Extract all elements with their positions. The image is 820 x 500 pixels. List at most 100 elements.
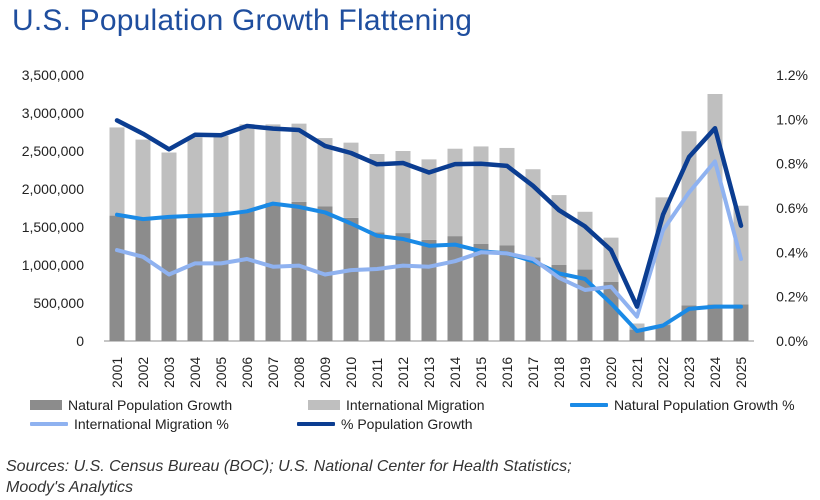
x-tick-label: 2001: [109, 357, 125, 388]
bar-natural-population-growth-2006: [239, 210, 255, 341]
source-line-2: Moody's Analytics: [6, 479, 133, 496]
bars: [109, 94, 749, 341]
bar-international-migration-2001: [109, 127, 125, 216]
bar-natural-population-growth-2025: [733, 304, 749, 341]
bar-natural-population-growth-2005: [213, 215, 229, 341]
bar-natural-population-growth-2012: [395, 233, 411, 341]
line--population-growth: [114, 118, 744, 309]
x-tick-label: 2003: [161, 357, 177, 388]
bar-international-migration-2010: [343, 142, 359, 218]
bar-international-migration-2015: [473, 146, 489, 244]
source-line-1: Sources: U.S. Census Bureau (BOC); U.S. …: [6, 458, 572, 475]
legend: Natural Population Growth International M…: [30, 397, 820, 437]
legend-swatch: [570, 403, 608, 407]
bar-international-migration-2005: [213, 135, 229, 216]
right-tick-label: 0.0%: [776, 333, 808, 349]
left-tick-label: 1,000,000: [22, 257, 84, 273]
bar-natural-population-growth-2011: [369, 232, 385, 341]
line-natural-population-growth-: [115, 201, 743, 333]
x-tick-label: 2025: [733, 357, 749, 388]
x-tick-label: 2009: [317, 357, 333, 388]
legend-item--population-growth: % Population Growth: [297, 416, 473, 432]
legend-item-international-migration: International Migration: [308, 397, 485, 413]
bar-international-migration-2012: [395, 151, 411, 234]
bar-natural-population-growth-2021: [629, 329, 645, 341]
left-axis-ticks: 0 500,000 1,000,000 1,500,000 2,000,000 2,500…: [22, 67, 85, 349]
x-tick-label: 2023: [681, 357, 697, 388]
bar-international-migration-2024: [707, 94, 723, 305]
x-tick-label: 2005: [213, 357, 229, 388]
x-tick-label: 2008: [291, 357, 307, 388]
bar-natural-population-growth-2001: [109, 215, 125, 341]
right-tick-label: 1.0%: [776, 111, 808, 127]
x-tick-label: 2016: [499, 357, 515, 388]
legend-swatch: [30, 400, 62, 410]
bar-natural-population-growth-2015: [473, 243, 489, 341]
bar-international-migration-2004: [187, 137, 203, 217]
x-tick-label: 2021: [629, 357, 645, 388]
bar-natural-population-growth-2008: [291, 201, 307, 341]
legend-swatch: [30, 422, 68, 426]
legend-label: International Migration: [346, 397, 485, 413]
bar-international-migration-2013: [421, 159, 437, 240]
legend-label: Natural Population Growth: [68, 397, 233, 413]
bar-natural-population-growth-2018: [551, 265, 567, 341]
right-axis-ticks: 0.0% 0.2% 0.4% 0.6% 0.8% 1.0% 1.2%: [776, 67, 808, 349]
right-tick-label: 0.6%: [776, 200, 808, 216]
x-tick-label: 2020: [603, 357, 619, 388]
bar-natural-population-growth-2010: [343, 217, 359, 341]
bar-natural-population-growth-2024: [707, 304, 723, 341]
left-tick-label: 2,500,000: [22, 143, 84, 159]
bar-international-migration-2016: [499, 147, 515, 246]
bar-natural-population-growth-2014: [447, 236, 463, 341]
bar-international-migration-2006: [239, 124, 255, 211]
bar-natural-population-growth-2007: [265, 202, 281, 341]
bar-natural-population-growth-2002: [135, 219, 151, 341]
left-tick-label: 0: [76, 333, 84, 349]
x-tick-label: 2012: [395, 357, 411, 388]
x-tick-label: 2018: [551, 357, 567, 388]
bar-natural-population-growth-2004: [187, 216, 203, 341]
bar-international-migration-2002: [135, 139, 151, 220]
legend-label: % Population Growth: [341, 416, 473, 432]
x-tick-label: 2004: [187, 357, 203, 388]
bar-natural-population-growth-2017: [525, 257, 541, 341]
x-tick-label: 2019: [577, 357, 593, 388]
legend-item-natural-population-growth-: Natural Population Growth %: [570, 397, 795, 413]
x-tick-label: 2014: [447, 357, 463, 388]
bar-international-migration-2008: [291, 123, 307, 202]
bar-natural-population-growth-2013: [421, 239, 437, 341]
source-note: Sources: U.S. Census Bureau (BOC); U.S. …: [6, 456, 572, 498]
legend-swatch: [308, 400, 340, 410]
x-tick-label: 2017: [525, 357, 541, 388]
bar-international-migration-2014: [447, 148, 463, 237]
x-tick-label: 2022: [655, 357, 671, 388]
right-tick-label: 1.2%: [776, 67, 808, 83]
bar-international-migration-2019: [577, 211, 593, 270]
bar-international-migration-2011: [369, 154, 385, 233]
bar-natural-population-growth-2016: [499, 245, 515, 341]
x-tick-label: 2013: [421, 357, 437, 388]
left-tick-label: 3,000,000: [22, 105, 84, 121]
legend-label: International Migration %: [74, 416, 229, 432]
chart-canvas: 0 500,000 1,000,000 1,500,000 2,000,000 2,500…: [22, 67, 808, 388]
x-tick-label: 2002: [135, 357, 151, 388]
right-tick-label: 0.8%: [776, 156, 808, 172]
bar-natural-population-growth-2003: [161, 217, 177, 341]
left-tick-label: 500,000: [33, 295, 84, 311]
x-tick-label: 2010: [343, 357, 359, 388]
legend-item-international-migration-: International Migration %: [30, 416, 229, 432]
right-tick-label: 0.4%: [776, 244, 808, 260]
x-axis-ticks: 2001 2002 2003 2004 2005 2006 2007 2008 2009 2010…: [109, 357, 749, 388]
bar-natural-population-growth-2022: [655, 325, 671, 341]
line-international-migration-: [115, 159, 743, 319]
right-tick-label: 0.2%: [776, 289, 808, 305]
x-tick-label: 2015: [473, 357, 489, 388]
left-tick-label: 3,500,000: [22, 67, 84, 83]
bar-international-migration-2003: [161, 152, 177, 218]
bar-natural-population-growth-2023: [681, 305, 697, 341]
chart-title: U.S. Population Growth Flattening: [12, 4, 473, 37]
legend-item-natural-population-growth: Natural Population Growth: [30, 397, 232, 413]
bar-international-migration-2021: [629, 323, 645, 330]
legend-label: Natural Population Growth %: [614, 397, 795, 413]
